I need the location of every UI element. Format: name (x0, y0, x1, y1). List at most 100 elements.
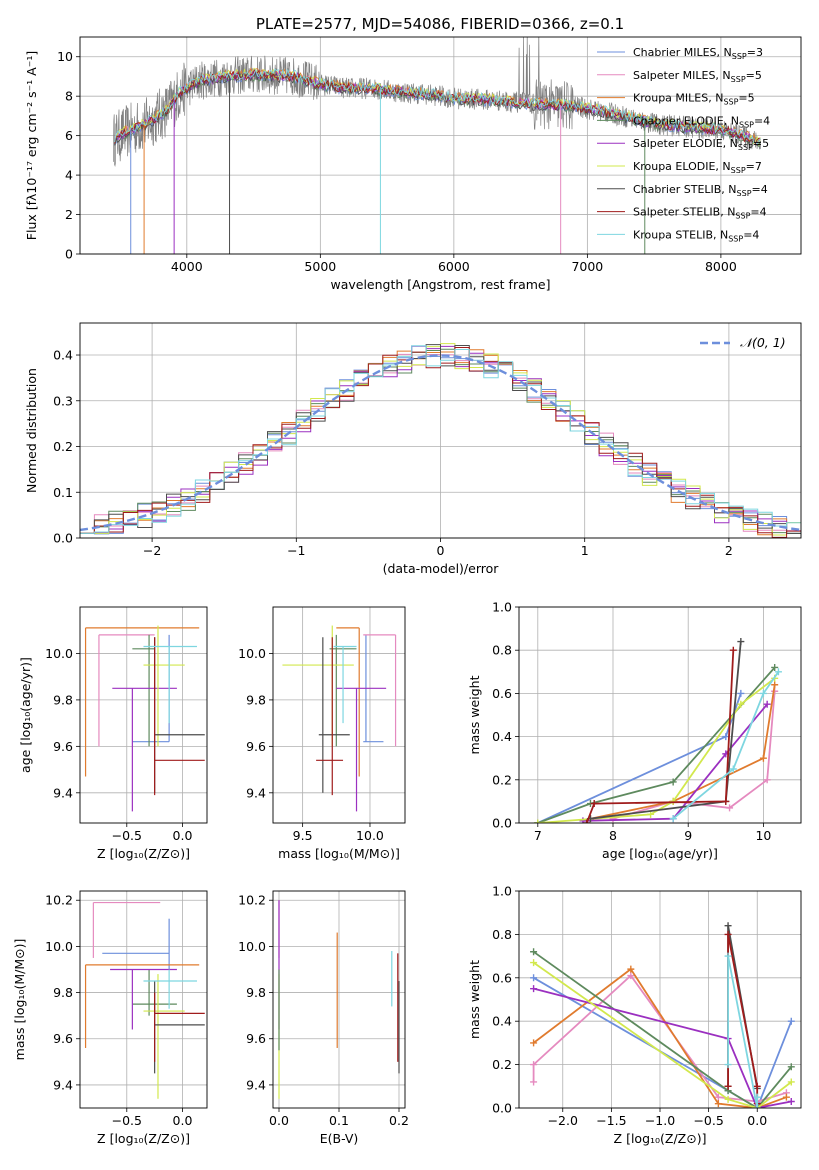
y-tick-label: 9.8 (246, 692, 266, 707)
marker-kroupa-miles (530, 1039, 538, 1047)
y-axis-label: mass weight (467, 675, 482, 754)
y-tick-label: 10.2 (238, 893, 266, 908)
marker-salpeter-miles (530, 1078, 538, 1086)
marker-salpeter-stelib (590, 800, 598, 808)
axes-frame (79, 890, 208, 1109)
ticks: 9.5 10.0 9.4 9.6 9.8 10.0 (238, 646, 384, 843)
y-tick-label: 0.8 (492, 643, 512, 658)
y-tick-label: 4 (65, 168, 73, 183)
x-tick-label: 10 (755, 828, 771, 843)
y-tick-label: 10.0 (45, 646, 73, 661)
legend-entry-kroupa-stelib: Kroupa STELIB, NSSP=4 (633, 228, 759, 243)
y-tick-label: 9.8 (246, 985, 266, 1000)
axes-frame (79, 606, 208, 824)
axes-frame (272, 890, 406, 1109)
marker-chabrier-stelib (724, 922, 732, 930)
marker-kroupa-miles (627, 965, 635, 973)
marker-salpeter-stelib (724, 1082, 732, 1090)
x-tick-label: 5000 (304, 259, 336, 274)
x-tick-label: 4000 (171, 259, 203, 274)
legend-entry-salpeter-elodie: Salpeter ELODIE, NSSP=5 (633, 137, 769, 152)
x-tick-label: 6000 (438, 259, 470, 274)
marker-salpeter-elodie (763, 700, 771, 708)
series-line-kroupa-stelib (672, 671, 780, 820)
ticks: −2 −1 0 1 2 0.0 0.1 0.2 0.3 0.4 (53, 348, 733, 558)
marker-salpeter-stelib (722, 797, 730, 805)
marker-salpeter-elodie (787, 1097, 795, 1105)
axes-frame (79, 36, 802, 255)
histogram-kroupa-stelib (80, 345, 801, 534)
x-tick-label: −0.5 (112, 1113, 142, 1128)
series-line-salpeter-elodie (582, 703, 768, 822)
marker-kroupa-elodie (534, 819, 542, 823)
legend-entry-normal: 𝒩(0, 1) (740, 335, 786, 350)
marker-kroupa-stelib (729, 765, 737, 773)
x-tick-label: 0.0 (269, 1113, 289, 1128)
x-axis-label: wavelength [Angstrom, rest frame] (330, 277, 550, 292)
panel-age_vs_mass: 9.5 10.0 9.4 9.6 9.8 10.0 mass [log₁₀(M/M⊙)] (238, 606, 406, 861)
x-tick-label: 10.0 (356, 828, 384, 843)
panel-age_vs_Z: −0.5 0.0 9.4 9.6 9.8 10.0 Z [log₁₀(Z/Z⊙)] age [… (18, 606, 208, 861)
y-tick-label: 9.6 (53, 739, 73, 754)
marker-salpeter-stelib (724, 930, 732, 938)
legend-entry-kroupa-elodie: Kroupa ELODIE, NSSP=7 (633, 160, 762, 175)
x-tick-label: 0.0 (747, 1113, 767, 1128)
y-tick-label: 0.4 (53, 348, 73, 363)
marker-kroupa-miles (782, 1093, 790, 1101)
grid (273, 607, 405, 823)
marker-kroupa-elodie (647, 810, 655, 818)
x-tick-label: 0.0 (173, 1113, 193, 1128)
plot-area (84, 625, 205, 812)
y-tick-label: 10.0 (238, 646, 266, 661)
y-axis-label: Normed distribution (24, 368, 39, 493)
x-tick-label: 0.2 (389, 1113, 409, 1128)
marker-kroupa-stelib (774, 668, 782, 676)
y-tick-label: 0.4 (492, 729, 512, 744)
panel-mass_vs_EBV: 0.0 0.1 0.2 9.4 9.6 9.8 10.0 10.2 E(B-V) (238, 890, 409, 1146)
histogram-chabrier-stelib (80, 344, 801, 534)
y-tick-label: 9.4 (53, 1077, 73, 1092)
x-tick-label: 8000 (705, 259, 737, 274)
series-line-salpeter-miles (612, 691, 776, 820)
x-tick-label: −1 (287, 543, 305, 558)
x-tick-label: −1.5 (596, 1113, 626, 1128)
x-tick-label: 2 (725, 543, 733, 558)
marker-kroupa-stelib (753, 1104, 761, 1108)
axes-frame (272, 606, 406, 824)
marker-kroupa-stelib (669, 815, 677, 823)
y-tick-label: 10.0 (238, 939, 266, 954)
y-tick-label: 0.0 (492, 1101, 512, 1116)
y-tick-label: 9.6 (246, 1031, 266, 1046)
x-tick-label: −2 (143, 543, 161, 558)
marker-chabrier-miles (737, 689, 745, 697)
y-tick-label: 2 (65, 207, 73, 222)
axes-frame (518, 890, 802, 1109)
legend-entry-salpeter-stelib: Salpeter STELIB, NSSP=4 (633, 206, 767, 221)
y-tick-label: 0.6 (492, 970, 512, 985)
y-axis-label: mass weight (467, 960, 482, 1039)
marker-salpeter-stelib (753, 1082, 761, 1090)
marker-kroupa-elodie (530, 959, 538, 967)
panel-residuals: −2 −1 0 1 2 0.0 0.1 0.2 0.3 0.4 (data-model)/error… (24, 322, 802, 576)
series-line-chabrier-elodie (533, 951, 792, 1108)
ticks: 0.0 0.1 0.2 9.4 9.6 9.8 10.0 10.2 (238, 893, 409, 1128)
marker-salpeter-stelib (583, 819, 591, 823)
marker-kroupa-stelib (724, 952, 732, 960)
y-tick-label: 0.4 (492, 1014, 512, 1029)
x-tick-label: 1 (581, 543, 589, 558)
y-axis-label: Flux [fλ10⁻¹⁷ erg cm⁻² s⁻¹ A⁻¹] (24, 51, 39, 240)
series-line-salpeter-stelib (727, 934, 759, 1104)
legend-entry-kroupa-miles: Kroupa MILES, NSSP=5 (633, 92, 755, 107)
series-line-kroupa-elodie (533, 961, 792, 1108)
model-line-kroupa-stelib (114, 68, 761, 145)
x-axis-label: E(B-V) (320, 1131, 359, 1146)
x-tick-label: −2.0 (548, 1113, 578, 1128)
marker-kroupa-elodie (737, 700, 745, 708)
plot-area (282, 625, 397, 812)
x-tick-label: −0.5 (693, 1113, 723, 1128)
legend-entry-chabrier-miles: Chabrier MILES, NSSP=3 (633, 46, 763, 61)
plot-area (534, 638, 782, 823)
y-tick-label: 0.2 (53, 439, 73, 454)
y-tick-label: 0.1 (53, 485, 73, 500)
